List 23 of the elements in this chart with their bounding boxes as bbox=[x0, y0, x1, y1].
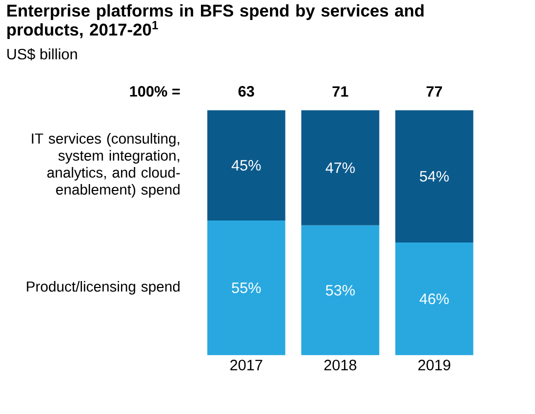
text: 63 bbox=[238, 86, 254, 97]
chart-title: Enterprise platforms in BFS spend by services and products, 2017-20$^{1}$ bbox=[7, 4, 424, 40]
x-tick-label: 2019 bbox=[418, 360, 450, 370]
series-label: IT services (consulting, system integration, analytics, and cloud-enablement) spend bbox=[32, 133, 180, 198]
data-label: 45% bbox=[232, 160, 261, 171]
bar bbox=[395, 110, 474, 242]
series-label: Product/licensing spend bbox=[26, 281, 180, 295]
bar bbox=[207, 220, 286, 356]
text: 100% = bbox=[130, 86, 180, 97]
data-label: 47% bbox=[326, 162, 355, 174]
bar bbox=[301, 110, 380, 226]
text: US$ billion bbox=[7, 48, 77, 60]
bar bbox=[301, 225, 380, 356]
data-label: 54% bbox=[420, 171, 449, 182]
x-tick-label: 2017 bbox=[230, 360, 262, 370]
bar bbox=[395, 242, 474, 356]
text: 71 bbox=[332, 86, 348, 97]
text: 77 bbox=[426, 86, 442, 97]
data-label: 55% bbox=[232, 282, 261, 294]
data-label: 46% bbox=[420, 294, 449, 304]
x-tick-label: 2018 bbox=[324, 360, 356, 370]
bar bbox=[207, 110, 286, 220]
data-label: 53% bbox=[326, 284, 355, 296]
